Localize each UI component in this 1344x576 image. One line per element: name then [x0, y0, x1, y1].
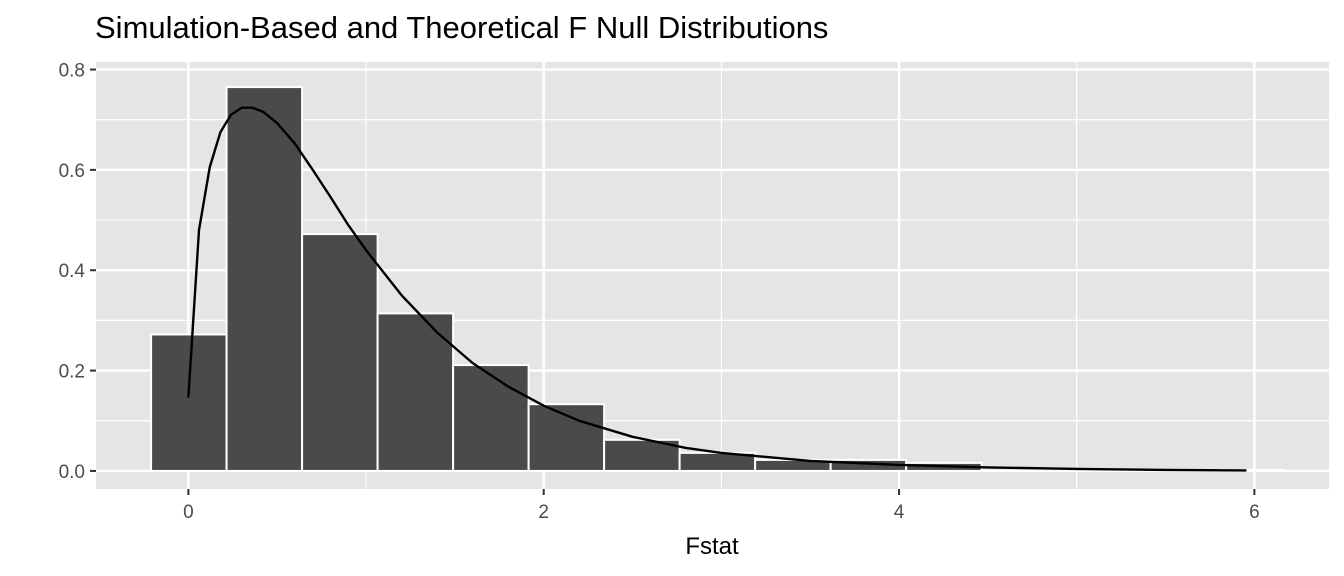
x-tick-label: 4	[894, 502, 905, 523]
y-tick-label: 0.6	[59, 161, 85, 182]
y-tick-label: 0.8	[59, 61, 85, 82]
theoretical-f-density-curve	[187, 106, 1247, 472]
grid-major	[96, 62, 1329, 489]
y-tick-label: 0.0	[59, 462, 85, 483]
x-tick-label: 6	[1249, 502, 1260, 523]
histogram-bars	[150, 86, 1285, 472]
y-tick-label: 0.4	[59, 261, 86, 282]
histogram-bar	[150, 333, 228, 472]
histogram-bar	[452, 364, 530, 472]
y-tick-label: 0.2	[59, 362, 85, 383]
x-axis-title: Fstat	[685, 533, 739, 560]
x-axis: 0 2 4 6	[183, 489, 1260, 523]
histogram-bar	[301, 233, 379, 472]
chart-title: Simulation-Based and Theoretical F Null …	[95, 10, 828, 45]
histogram-bar	[376, 312, 455, 472]
histogram-bar	[225, 86, 304, 472]
x-tick-label: 0	[183, 502, 194, 523]
x-tick-label: 2	[538, 502, 549, 523]
y-axis: 0.0 0.2 0.4 0.6 0.8	[59, 61, 96, 483]
